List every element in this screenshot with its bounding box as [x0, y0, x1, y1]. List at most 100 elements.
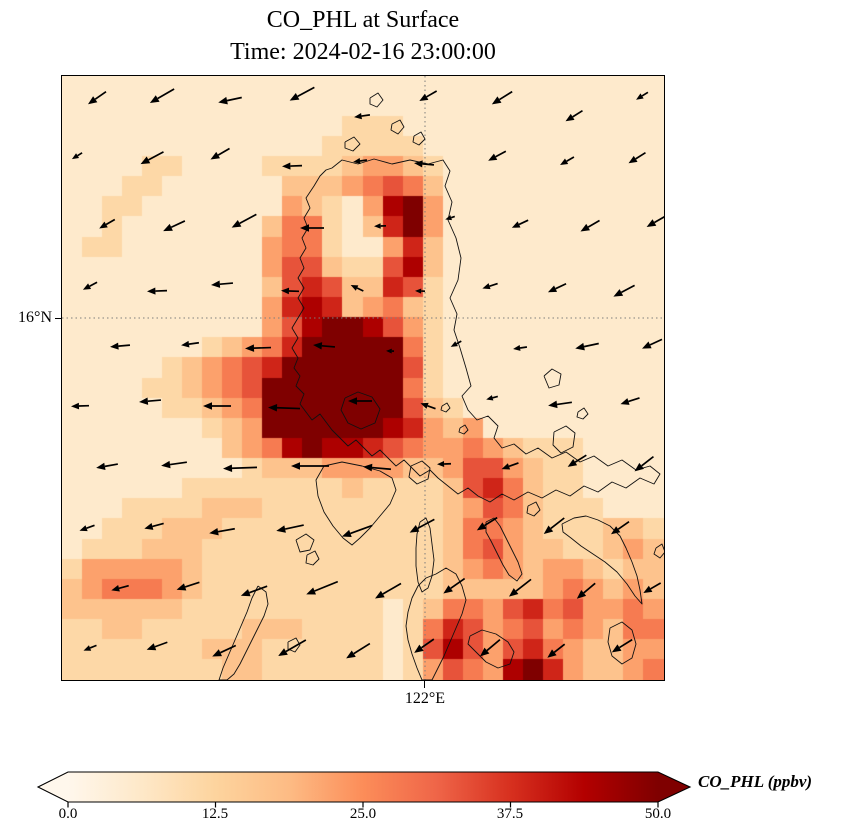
wind-arrow	[281, 287, 300, 295]
coastline-dot_islet_2	[458, 424, 469, 435]
wind-arrow	[218, 96, 242, 105]
wind-arrow	[565, 109, 583, 122]
wind-arrow	[642, 338, 663, 349]
coastline-islet_east_2	[653, 543, 664, 559]
coastline-dot_islet_1	[440, 402, 451, 413]
wind-arrow	[548, 400, 573, 409]
map-plot-area	[61, 75, 665, 681]
wind-arrow	[341, 524, 373, 537]
wind-arrow	[576, 582, 596, 599]
wind-arrow	[83, 644, 97, 651]
wind-arrow	[300, 224, 324, 232]
wind-arrow	[488, 150, 507, 161]
wind-arrow	[313, 342, 336, 350]
map-overlay-svg	[62, 76, 664, 680]
wind-arrow	[140, 151, 164, 165]
wind-arrow	[611, 638, 633, 653]
wind-arrow	[415, 288, 426, 294]
colorbar-gradient-bar	[36, 771, 692, 803]
coastline-panay	[405, 567, 467, 680]
wind-arrow	[163, 220, 186, 232]
wind-arrow	[613, 284, 635, 297]
colorbar-tick-25: 25.0	[349, 806, 377, 822]
wind-arrow	[508, 578, 532, 597]
wind-arrow	[306, 580, 339, 595]
lon-tick-mark	[424, 681, 426, 688]
wind-arrow	[350, 285, 364, 292]
colorbar-tick-50: 50.0	[644, 806, 672, 822]
wind-arrow	[276, 524, 304, 533]
wind-arrow	[575, 342, 599, 351]
wind-arrow	[209, 527, 235, 536]
wind-arrow	[176, 581, 200, 591]
wind-arrow	[245, 344, 272, 352]
colorbar-tick-0: 0.0	[58, 806, 78, 822]
wind-arrow	[111, 584, 129, 592]
wind-arrow	[96, 462, 118, 471]
wind-arrow	[450, 340, 462, 347]
wind-arrow	[610, 520, 630, 535]
wind-arrow	[223, 464, 258, 473]
coastline-catanduanes	[552, 425, 576, 454]
coastline-babuyan_4	[412, 131, 426, 146]
wind-arrow	[482, 282, 498, 290]
wind-arrow	[139, 397, 162, 405]
wind-arrow	[99, 218, 116, 229]
wind-arrow	[291, 462, 329, 470]
wind-arrow	[354, 112, 371, 120]
wind-arrow	[420, 402, 436, 410]
colorbar-label: CO_PHL (ppbv)	[698, 772, 813, 791]
coastline-mindoro	[315, 461, 397, 546]
wind-arrow	[445, 215, 456, 221]
wind-arrow	[476, 516, 498, 531]
wind-arrow	[144, 522, 164, 530]
wind-arrow	[289, 86, 315, 101]
coastline-islet_east_1	[576, 407, 589, 420]
coastline-bicol_islet	[526, 501, 541, 517]
wind-arrow	[511, 219, 529, 228]
co-heatmap-canvas	[62, 76, 664, 680]
coastline-babuyan_2	[390, 119, 405, 135]
coastline-laguna_lake	[340, 391, 381, 430]
wind-arrow	[71, 402, 90, 410]
wind-arrow	[620, 397, 640, 405]
wind-arrow	[212, 644, 237, 657]
wind-arrow	[547, 643, 566, 658]
wind-arrow	[278, 639, 307, 656]
wind-arrow	[628, 151, 646, 164]
wind-arrow	[414, 160, 435, 168]
wind-arrow	[203, 402, 231, 410]
coastline-busuanga	[218, 585, 269, 680]
wind-arrow	[346, 642, 371, 659]
coastline-babuyan_1	[369, 92, 384, 108]
wind-arrow	[79, 524, 95, 532]
wind-arrow	[643, 582, 662, 593]
wind-arrow	[547, 283, 567, 293]
coastline-polillo	[543, 368, 562, 389]
lon-tick-label: 122°E	[404, 690, 446, 707]
chart-subtitle: Time: 2024-02-16 23:00:00	[230, 39, 496, 65]
wind-arrow	[543, 517, 565, 535]
wind-arrow	[231, 213, 257, 228]
wind-arrow	[501, 462, 519, 470]
wind-arrow	[419, 90, 438, 101]
lat-tick-mark	[55, 318, 62, 320]
coastline-islet_w_mindoro_1	[295, 533, 315, 553]
wind-arrow	[386, 348, 395, 354]
wind-arrow	[480, 638, 501, 657]
wind-arrow	[580, 219, 600, 232]
colorbar-tick-12: 12.5	[201, 806, 229, 822]
lat-tick-label: 16°N	[18, 309, 52, 326]
wind-arrow	[240, 585, 268, 597]
wind-arrow	[82, 281, 98, 290]
wind-arrow	[147, 287, 168, 295]
coastline-marinduque	[408, 460, 431, 485]
wind-arrow	[146, 641, 168, 651]
wind-arrow	[71, 152, 83, 160]
wind-arrow	[409, 518, 435, 533]
coastline-masbate	[467, 629, 515, 669]
wind-arrow	[513, 345, 528, 351]
coastline-babuyan_3	[344, 136, 361, 152]
wind-arrow	[491, 90, 513, 105]
